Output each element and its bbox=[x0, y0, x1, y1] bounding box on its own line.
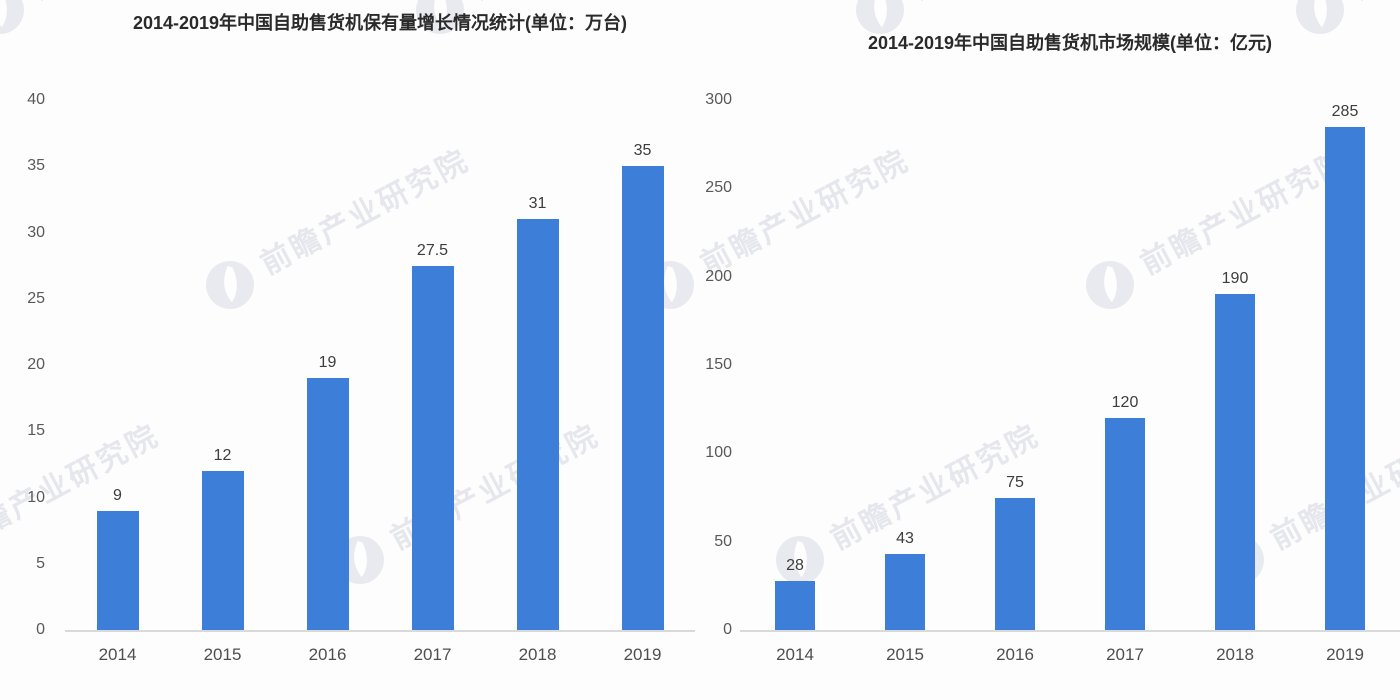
watermark: 前瞻产业研究院 bbox=[845, 0, 1130, 45]
watermark-logo-icon bbox=[206, 261, 254, 309]
x-tick-label: 2019 bbox=[1326, 645, 1364, 664]
y-axis: 0 50 100 150 200 250 300 bbox=[700, 92, 732, 638]
watermark-logo-icon bbox=[856, 0, 904, 34]
bar-value-label: 43 bbox=[896, 530, 914, 548]
bar-slot: 75 bbox=[960, 100, 1070, 630]
bar bbox=[885, 554, 925, 630]
bar-value-label: 31 bbox=[528, 195, 547, 213]
y-tick-label: 200 bbox=[705, 267, 732, 285]
bar bbox=[1215, 294, 1255, 630]
bar-slot: 9 bbox=[65, 100, 170, 630]
watermark: 前瞻产业研究院 bbox=[0, 0, 250, 45]
bar-value-label: 190 bbox=[1221, 270, 1249, 288]
y-tick-label: 50 bbox=[714, 532, 732, 550]
y-tick-label: 300 bbox=[705, 91, 732, 108]
bar-slot: 31 bbox=[485, 100, 590, 630]
bar bbox=[201, 471, 244, 630]
bar bbox=[1325, 126, 1365, 630]
x-tick-label: 2014 bbox=[776, 645, 814, 664]
x-tick-label: 2018 bbox=[518, 645, 557, 664]
y-tick-label: 0 bbox=[36, 621, 45, 638]
bar bbox=[1105, 418, 1145, 630]
bar-slot: 28 bbox=[740, 100, 850, 630]
watermark-logo-icon bbox=[416, 0, 464, 34]
bar-value-label: 19 bbox=[318, 354, 337, 372]
x-axis: 2014 2015 2016 2017 2018 2019 bbox=[740, 646, 1400, 663]
bar-slot: 285 bbox=[1290, 100, 1400, 630]
bar bbox=[621, 166, 664, 630]
bar-value-label: 27.5 bbox=[416, 241, 449, 259]
y-tick-label: 0 bbox=[723, 621, 732, 638]
y-tick-label: 15 bbox=[27, 422, 45, 440]
y-tick-label: 250 bbox=[705, 179, 732, 197]
bar-slot: 19 bbox=[275, 100, 380, 630]
y-tick-label: 30 bbox=[27, 223, 45, 241]
x-tick-label: 2016 bbox=[996, 645, 1034, 664]
y-tick-label: 150 bbox=[705, 356, 732, 373]
watermark: 前瞻产业研究院 bbox=[765, 411, 1050, 595]
bar-slot: 120 bbox=[1070, 100, 1180, 630]
y-tick-label: 35 bbox=[27, 157, 45, 175]
bar-slot: 43 bbox=[850, 100, 960, 630]
bar-value-label: 120 bbox=[1111, 394, 1139, 411]
bar-value-label: 35 bbox=[633, 142, 652, 160]
bar-value-label: 12 bbox=[213, 447, 232, 464]
y-tick-label: 5 bbox=[36, 554, 45, 572]
x-tick-label: 2019 bbox=[623, 645, 662, 664]
watermark: 前瞻产业研究院 bbox=[195, 136, 480, 320]
watermark: 前瞻产业研究院 bbox=[1285, 0, 1400, 45]
watermark-logo-icon bbox=[0, 0, 25, 34]
watermark-logo-icon bbox=[1296, 0, 1344, 34]
plot-area: 28 43 75 120 190 285 bbox=[740, 100, 1400, 632]
bar-slot: 190 bbox=[1180, 100, 1290, 630]
x-tick-label: 2015 bbox=[203, 645, 242, 664]
y-tick-label: 20 bbox=[27, 356, 45, 373]
bar-value-label: 28 bbox=[786, 556, 804, 574]
x-tick-label: 2015 bbox=[886, 645, 924, 664]
bar-value-label: 9 bbox=[113, 486, 122, 504]
chart-vending-machine-market-size: 2014-2019年中国自助售货机市场规模(单位：亿元) 0 50 100 150 20… bbox=[700, 0, 1400, 700]
watermark: 前瞻产业研究院 bbox=[1075, 136, 1360, 320]
chart-vending-machine-holdings: 2014-2019年中国自助售货机保有量增长情况统计(单位：万台) 0 5 10 15… bbox=[0, 13, 695, 663]
x-axis: 2014 2015 2016 2017 2018 2019 bbox=[65, 646, 695, 663]
watermark-logo-icon bbox=[1086, 261, 1134, 309]
y-tick-label: 10 bbox=[27, 488, 45, 506]
watermark: 前瞻产业研究院 bbox=[405, 0, 690, 45]
bar-value-label: 75 bbox=[1006, 473, 1024, 491]
bar bbox=[516, 219, 559, 630]
bar bbox=[96, 510, 139, 630]
x-tick-label: 2018 bbox=[1216, 645, 1254, 664]
x-tick-label: 2014 bbox=[98, 645, 137, 664]
chart-title: 2014-2019年中国自助售货机保有量增长情况统计(单位：万台) bbox=[132, 13, 628, 33]
bar bbox=[306, 378, 349, 630]
plot-area: 9 12 19 27.5 31 35 bbox=[65, 100, 695, 632]
bar-slot: 12 bbox=[170, 100, 275, 630]
bar bbox=[411, 265, 454, 630]
y-tick-label: 25 bbox=[27, 289, 45, 307]
watermark-logo-icon bbox=[776, 536, 824, 584]
bar-value-label: 285 bbox=[1331, 102, 1359, 120]
x-tick-label: 2016 bbox=[308, 645, 347, 664]
bar bbox=[775, 580, 815, 630]
x-tick-label: 2017 bbox=[413, 645, 452, 664]
bar-slot: 27.5 bbox=[380, 100, 485, 630]
y-axis: 0 5 10 15 20 25 30 35 40 bbox=[0, 92, 45, 638]
bar bbox=[995, 497, 1035, 630]
x-tick-label: 2017 bbox=[1106, 645, 1144, 664]
y-tick-label: 40 bbox=[27, 91, 45, 108]
chart-title: 2014-2019年中国自助售货机市场规模(单位：亿元) bbox=[867, 33, 1273, 53]
y-tick-label: 100 bbox=[705, 444, 732, 462]
bar-slot: 35 bbox=[590, 100, 695, 630]
